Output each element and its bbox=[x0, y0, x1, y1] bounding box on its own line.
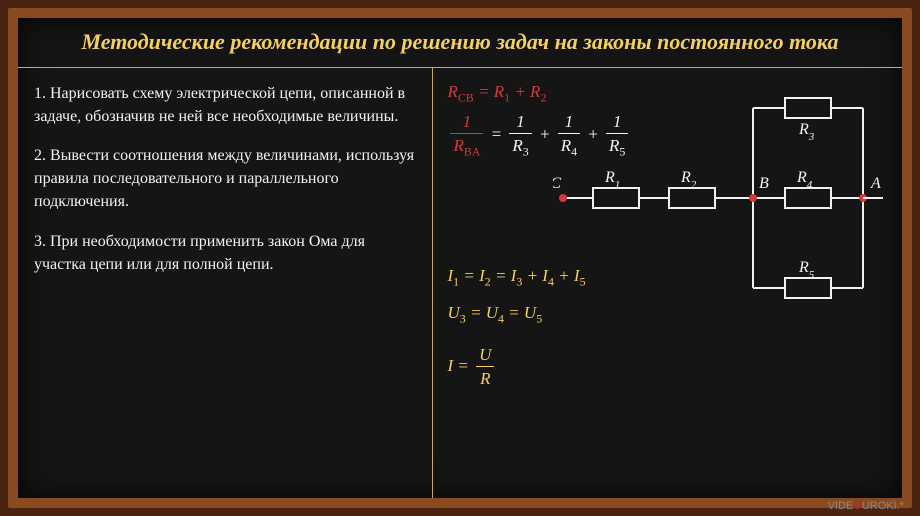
presentation-frame: Методические рекомендации по решению зад… bbox=[0, 0, 920, 516]
watermark: VIDEOUROKI.* bbox=[828, 500, 904, 512]
steps-column: 1. Нарисовать схему электрической цепи, … bbox=[18, 68, 433, 498]
node-B bbox=[749, 194, 757, 202]
content-row: 1. Нарисовать схему электрической цепи, … bbox=[18, 68, 902, 498]
resistor-R3 bbox=[785, 98, 831, 118]
resistor-R5 bbox=[785, 278, 831, 298]
node-label-C: C bbox=[553, 175, 561, 192]
node-label-A: A bbox=[870, 175, 881, 192]
step-3: 3. При необходимости применить закон Ома… bbox=[34, 230, 416, 276]
node-C bbox=[559, 194, 567, 202]
step-1: 1. Нарисовать схему электрической цепи, … bbox=[34, 82, 416, 128]
step-2: 2. Вывести соотношения между величинами,… bbox=[34, 144, 416, 214]
slide-title: Методические рекомендации по решению зад… bbox=[38, 28, 882, 57]
title-bar: Методические рекомендации по решению зад… bbox=[18, 18, 902, 68]
formula-ohm: I = U R bbox=[447, 343, 886, 392]
formula-column: RCB = R1 + R2 1 RBA = 1 R3 bbox=[433, 68, 902, 498]
circuit-diagram: R1R2R3R4R5CBA bbox=[553, 78, 888, 318]
resistor-R2 bbox=[669, 188, 715, 208]
resistor-R4 bbox=[785, 188, 831, 208]
resistor-R1 bbox=[593, 188, 639, 208]
resistor-label-R3: R3 bbox=[798, 121, 815, 143]
node-label-B: B bbox=[759, 175, 769, 192]
chalkboard: Методические рекомендации по решению зад… bbox=[8, 8, 912, 508]
